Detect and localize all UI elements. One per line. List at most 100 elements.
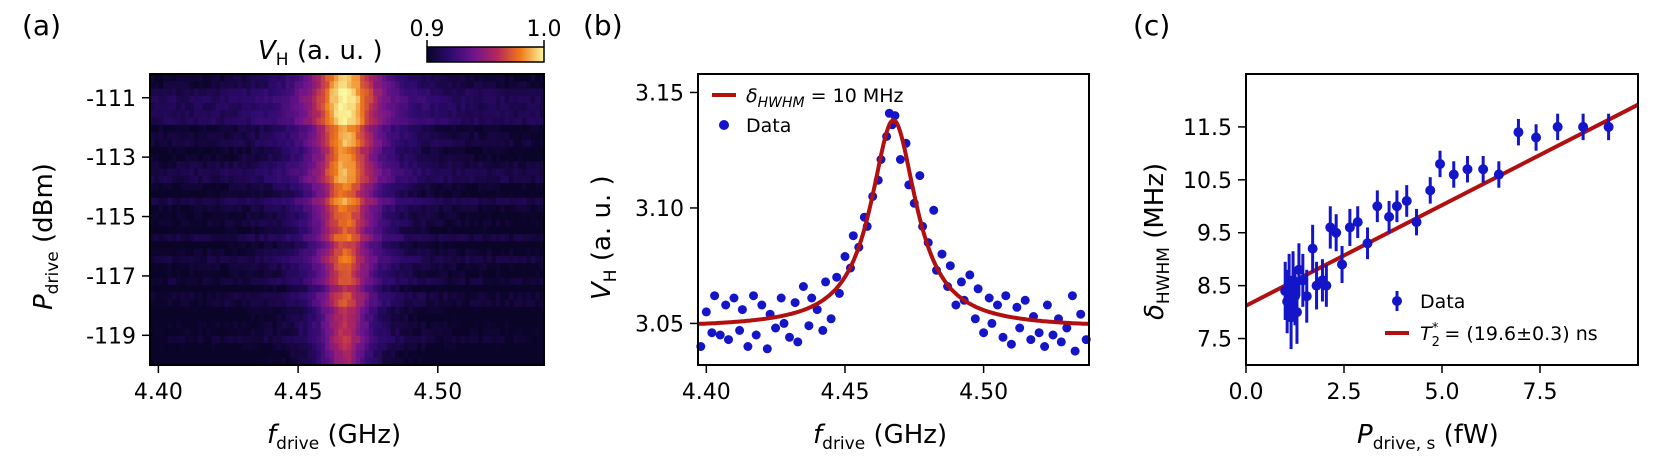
heatmap-cell xyxy=(482,219,488,228)
heatmap-cell xyxy=(460,74,466,82)
heatmap-cell xyxy=(171,234,177,242)
heatmap-cell xyxy=(171,190,177,199)
heatmap-cell xyxy=(417,117,423,126)
heatmap-ylabel: Pdrive (dBm) xyxy=(29,163,63,310)
heatmap-cell xyxy=(447,168,453,177)
heatmap-cell xyxy=(539,197,545,206)
heatmap-cell xyxy=(294,357,300,366)
heatmap-cell xyxy=(342,161,348,170)
heatmap-cell xyxy=(255,314,261,322)
heatmap-cell xyxy=(290,74,296,82)
heatmap-cell xyxy=(517,132,523,141)
heatmap-cell xyxy=(263,88,269,97)
heatmap-cell xyxy=(163,117,169,126)
heatmap-cell xyxy=(373,350,379,359)
heatmap-cell xyxy=(377,263,383,272)
heatmap-cell xyxy=(351,146,357,155)
heatmap-cell xyxy=(465,88,471,97)
heatmap-cell xyxy=(250,204,256,213)
heatmap-cell xyxy=(303,306,309,315)
heatmap-cell xyxy=(438,270,444,279)
heatmap-cell xyxy=(263,190,269,199)
heatmap-cell xyxy=(513,226,519,235)
heatmap-cell xyxy=(417,168,423,177)
heatmap-cell xyxy=(386,110,392,119)
heatmap-cell xyxy=(233,132,239,141)
heatmap-cell xyxy=(417,183,423,192)
heatmap-cell xyxy=(456,241,462,250)
heatmap-cell xyxy=(329,74,335,82)
heatmap-cell xyxy=(263,95,269,104)
heatmap-cell xyxy=(276,146,282,155)
heatmap-cell xyxy=(202,197,208,206)
heatmap-cell xyxy=(342,95,348,104)
heatmap-cell xyxy=(482,321,488,330)
heatmap-cell xyxy=(298,88,304,97)
heatmap-cell xyxy=(250,161,256,170)
heatmap-cell xyxy=(228,343,234,352)
heatmap-cell xyxy=(386,212,392,221)
heatmap-cell xyxy=(198,357,204,366)
heatmap-cell xyxy=(311,204,317,213)
heatmap-cell xyxy=(504,226,510,235)
heatmap-cell xyxy=(417,343,423,352)
heatmap-cell xyxy=(276,139,282,148)
heatmap-cell xyxy=(220,124,226,133)
heatmap-cell xyxy=(163,190,169,199)
heatmap-cell xyxy=(163,219,169,228)
heatmap-cell xyxy=(215,335,221,344)
heatmap-cell xyxy=(220,350,226,359)
spectrum-ytick-label: 3.15 xyxy=(635,81,684,106)
heatmap-cell xyxy=(395,132,401,141)
heatmap-cell xyxy=(338,212,344,221)
heatmap-cell xyxy=(176,110,182,119)
heatmap-cell xyxy=(198,263,204,272)
heatmap-cell xyxy=(281,183,287,192)
heatmap-cell xyxy=(202,255,208,264)
heatmap-cell xyxy=(412,95,418,104)
heatmap-cell xyxy=(255,74,261,82)
heatmap-cell xyxy=(495,81,501,90)
heatmap-cell xyxy=(508,314,514,322)
heatmap-cell xyxy=(465,154,471,162)
heatmap-cell xyxy=(241,88,247,97)
heatmap-cell xyxy=(478,146,484,155)
heatmap-cell xyxy=(325,306,331,315)
linewidth-xtick-label: 5.0 xyxy=(1425,380,1460,405)
heatmap-cell xyxy=(250,306,256,315)
heatmap-cell xyxy=(250,74,256,82)
heatmap-cell xyxy=(495,161,501,170)
heatmap-cell xyxy=(311,139,317,148)
heatmap-cell xyxy=(447,314,453,322)
heatmap-cell xyxy=(434,110,440,119)
heatmap-cell xyxy=(487,146,493,155)
heatmap-cell xyxy=(307,168,313,177)
heatmap-cell xyxy=(311,95,317,104)
heatmap-cell xyxy=(395,190,401,199)
heatmap-cell xyxy=(434,139,440,148)
heatmap-cell xyxy=(211,183,217,192)
heatmap-cell xyxy=(513,270,519,279)
heatmap-cell xyxy=(250,357,256,366)
heatmap-cell xyxy=(250,154,256,162)
spectrum-data-point xyxy=(993,300,1002,310)
heatmap-cell xyxy=(329,343,335,352)
heatmap-cell xyxy=(228,161,234,170)
heatmap-cell xyxy=(390,117,396,126)
heatmap-cell xyxy=(176,124,182,133)
heatmap-cell xyxy=(425,124,431,133)
heatmap-cell xyxy=(535,154,541,162)
heatmap-cell xyxy=(456,161,462,170)
heatmap-cell xyxy=(233,306,239,315)
heatmap-cell xyxy=(522,183,528,192)
heatmap-cell xyxy=(526,226,532,235)
heatmap-cell xyxy=(338,95,344,104)
heatmap-cell xyxy=(504,299,510,308)
heatmap-cell xyxy=(154,277,160,286)
heatmap-cell xyxy=(333,103,339,111)
heatmap-cell xyxy=(276,81,282,90)
heatmap-cell xyxy=(276,234,282,242)
heatmap-cell xyxy=(360,168,366,177)
heatmap-cell xyxy=(390,183,396,192)
heatmap-cell xyxy=(491,190,497,199)
